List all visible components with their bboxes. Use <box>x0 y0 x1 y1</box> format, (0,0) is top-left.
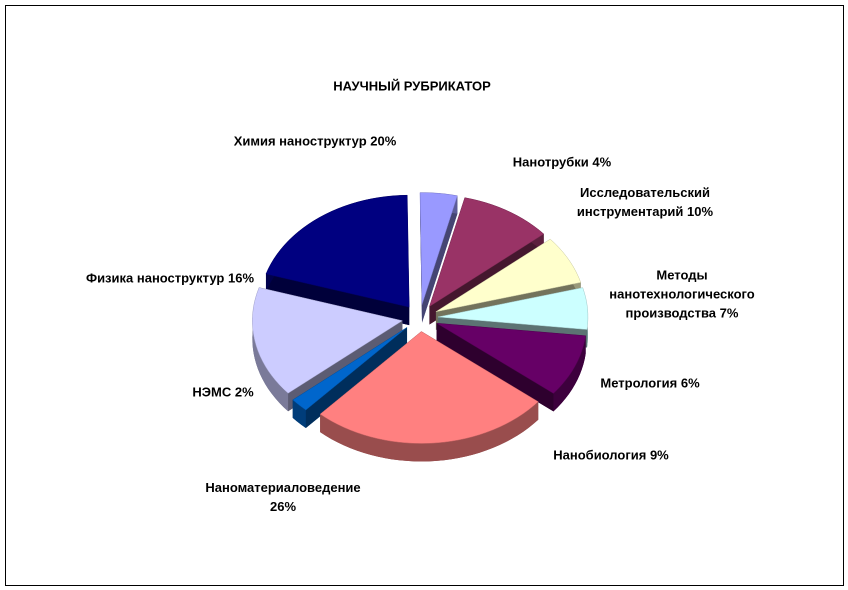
value-label: 6% <box>680 375 700 391</box>
slice-wall <box>436 323 554 412</box>
value-label: 20% <box>370 133 397 149</box>
value-label: 16% <box>227 270 255 286</box>
slice-label: Нанотрубки 4% <box>513 153 611 172</box>
slice-group <box>419 192 458 323</box>
slice-side <box>292 399 306 429</box>
slice-group <box>436 322 586 412</box>
value-label: 7% <box>719 305 739 321</box>
slice-group <box>292 327 408 429</box>
category-name: Методы нанотехнологического производства <box>609 267 755 321</box>
slice-group <box>428 197 545 325</box>
category-name: НЭМС <box>192 384 232 400</box>
slice <box>436 322 586 394</box>
value-label: 4% <box>592 154 612 170</box>
category-name: Исследовательский инструментарий <box>576 185 710 219</box>
category-name: Химия наноструктур <box>233 133 367 149</box>
slice <box>428 197 545 308</box>
value-label: 2% <box>234 384 254 400</box>
category-name: Наноматериаловедение <box>205 480 361 495</box>
slice-group <box>252 287 404 412</box>
category-name: Нанотрубки <box>512 154 589 170</box>
slice <box>319 331 539 444</box>
slice <box>265 194 410 308</box>
slice-side <box>320 401 539 462</box>
slice <box>292 327 408 411</box>
category-name: Физика наноструктур <box>85 270 225 286</box>
value-label: 10% <box>687 204 714 219</box>
category-name: Метрология <box>600 375 678 391</box>
value-label: 9% <box>649 447 669 463</box>
slice-side <box>553 335 586 412</box>
value-label: 26% <box>269 499 297 514</box>
slice-label: Наноматериаловедение 26% <box>201 478 366 516</box>
slice-wall <box>265 274 410 326</box>
slice-wall <box>422 195 458 323</box>
slice-label: Химия наноструктур 20% <box>230 132 400 151</box>
slice-label: НЭМС 2% <box>192 383 253 402</box>
category-name: Нанобиология <box>553 447 647 463</box>
slice <box>252 287 404 394</box>
slice-label: Нанобиология 9% <box>553 446 669 465</box>
chart-frame <box>5 5 844 586</box>
slice-label: Физика наноструктур 16% <box>85 269 255 288</box>
slice <box>435 238 582 312</box>
slice <box>419 192 458 305</box>
slice-label: Методы нанотехнологического производства… <box>597 266 767 323</box>
chart-title: НАУЧНЫЙ РУБРИКАТОР <box>333 78 491 94</box>
slice <box>437 287 589 330</box>
slice-group <box>319 331 539 462</box>
slice-label: Исследовательский инструментарий 10% <box>555 183 735 221</box>
slice-label: Метрология 6% <box>600 374 699 393</box>
